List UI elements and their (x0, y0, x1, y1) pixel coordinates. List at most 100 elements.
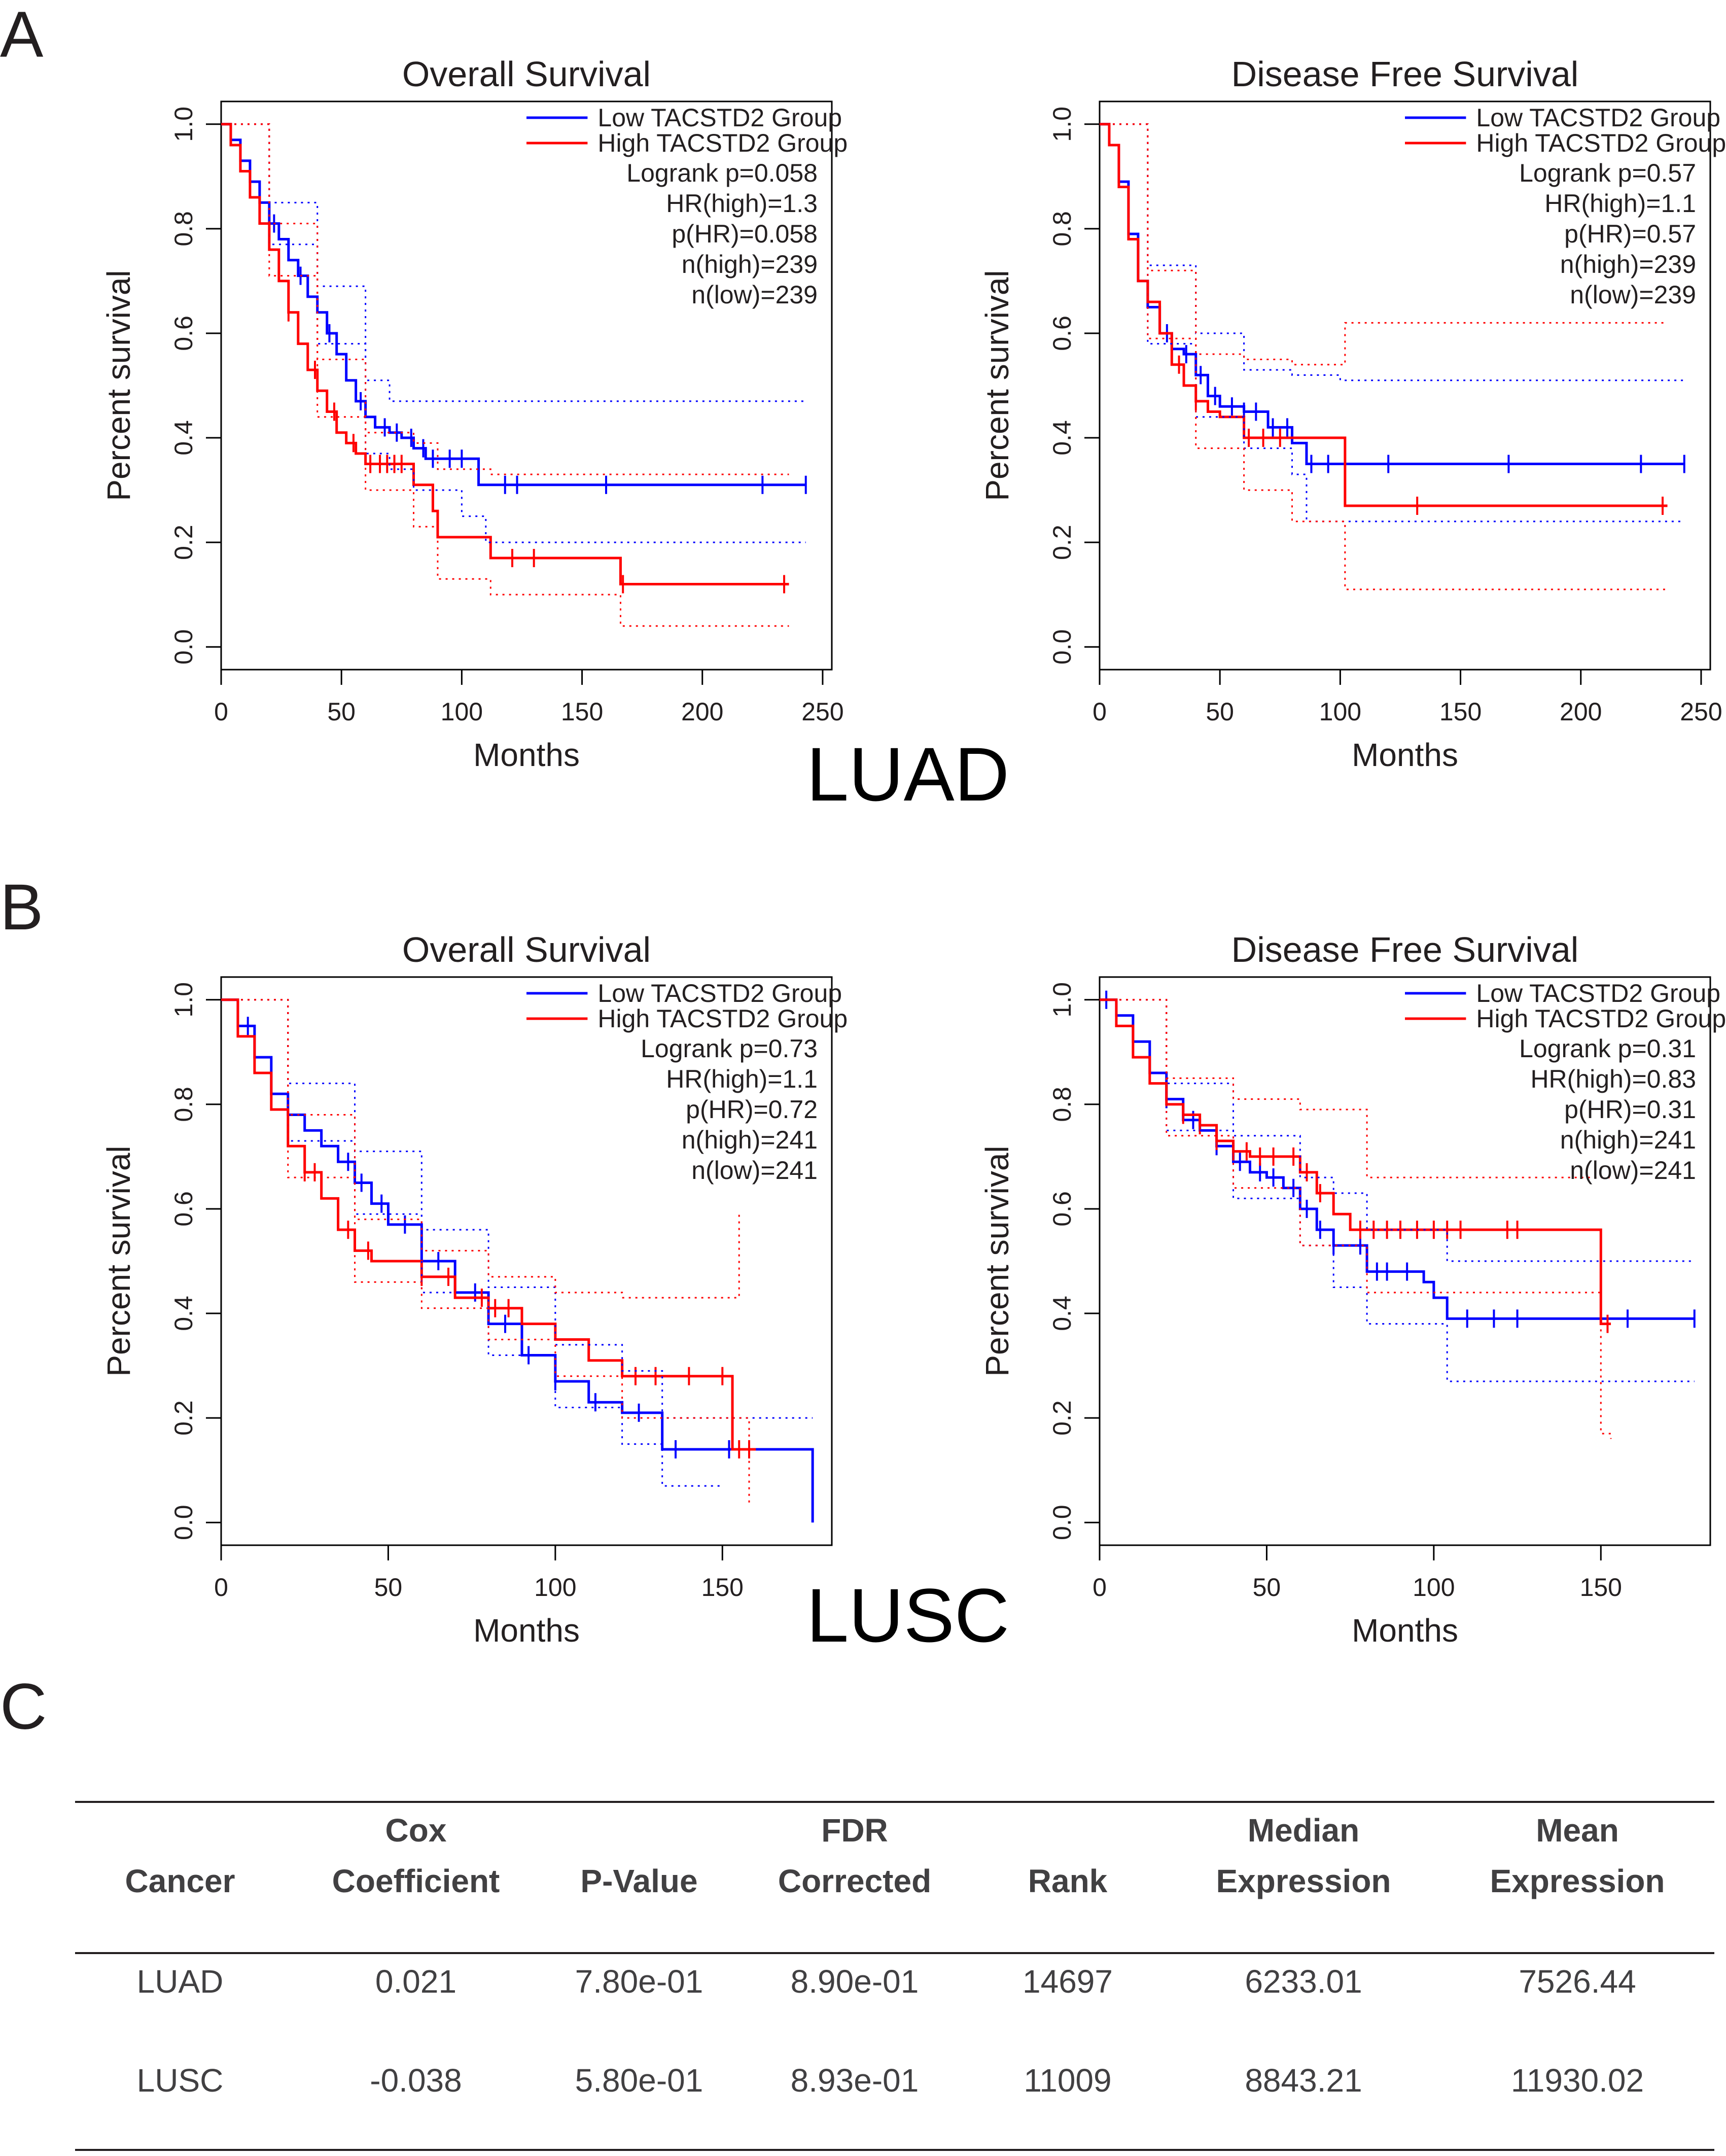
x-tick-label: 0 (1093, 698, 1107, 726)
stat-line: Logrank p=0.73 (641, 1034, 818, 1063)
plot-frame (220, 976, 833, 1546)
table-header-cell: Rank (1028, 1863, 1108, 1899)
survival-curve-low (221, 123, 806, 486)
y-tick-label: 0.6 (169, 316, 198, 351)
y-tick-label: 0.0 (1048, 1505, 1076, 1540)
y-tick-label: 0.0 (169, 1505, 198, 1540)
y-tick-label: 0.6 (169, 1191, 198, 1227)
confidence-band-low-ci-lower (221, 999, 723, 1487)
lusc-disease-free-survival-plot: Disease Free Survival 0 50 100 150 Months 0.0 0… (979, 930, 1726, 1649)
stat-line: n(low)=239 (1570, 281, 1696, 309)
x-axis-label: Months (473, 737, 580, 773)
x-axis-label: Months (1352, 1612, 1458, 1649)
panel-letter-b: B (0, 871, 43, 944)
confidence-band-low-ci-lower (221, 123, 806, 543)
x-tick-label: 100 (534, 1573, 576, 1602)
legend-label-low: Low TACSTD2 Group (1476, 979, 1720, 1007)
y-tick-label: 0.8 (169, 211, 198, 247)
x-tick-label: 100 (1413, 1573, 1455, 1602)
table-cell: 11009 (1024, 2062, 1111, 2099)
y-tick-label: 1.0 (1048, 982, 1076, 1018)
plot-frame (1099, 976, 1711, 1546)
confidence-band-high-ci-lower (221, 999, 750, 1507)
table-cell: 8.90e-01 (791, 1963, 919, 2000)
table-header-cell: Cox (385, 1812, 447, 1849)
x-tick-label: 100 (441, 698, 483, 726)
cox-table: Cancer Cox Coefficient P-Value FDR Corrected R… (75, 1801, 1714, 2151)
legend-label-high: High TACSTD2 Group (1476, 1004, 1726, 1033)
y-axis-label: Percent survival (100, 1145, 137, 1376)
stat-line: p(HR)=0.058 (672, 220, 818, 248)
plot-frame (220, 100, 833, 671)
legend-label-low: Low TACSTD2 Group (597, 103, 842, 132)
x-tick-label: 250 (801, 698, 843, 726)
table-cell: -0.038 (370, 2062, 462, 2099)
y-tick-label: 0.8 (169, 1087, 198, 1122)
plot-title: Disease Free Survival (1231, 54, 1579, 94)
survival-curve-high (221, 998, 756, 1451)
y-tick-label: 0.2 (169, 1400, 198, 1436)
stat-line: p(HR)=0.72 (686, 1095, 818, 1124)
stat-line: HR(high)=1.1 (1544, 189, 1696, 218)
table-cell: 14697 (1023, 1963, 1113, 2000)
table-header-cell: FDR (821, 1812, 888, 1849)
y-tick-label: 0.4 (1048, 1296, 1076, 1331)
stat-line: Logrank p=0.31 (1519, 1034, 1696, 1063)
lusc-overall-survival-plot: Overall Survival 0 50 100 150 Months 0.0 0.2 0.4… (100, 930, 848, 1649)
y-axis-label: Percent survival (100, 270, 137, 501)
stat-line: n(low)=241 (1570, 1156, 1696, 1185)
table-cell: LUSC (137, 2062, 224, 2099)
table-cell: 11930.02 (1511, 2062, 1644, 2099)
survival-curve-high (221, 123, 789, 586)
table-header-cell: Mean (1536, 1812, 1619, 1849)
x-axis-label: Months (1352, 737, 1458, 773)
table-cell: LUAD (137, 1963, 224, 2000)
x-axis-label: Months (473, 1612, 580, 1649)
panel-letter-c: C (0, 1671, 47, 1743)
x-tick-label: 200 (1560, 698, 1602, 726)
plot-frame (1099, 100, 1711, 671)
table-cell: 7526.44 (1519, 1963, 1636, 2000)
table-header-cell: Corrected (778, 1863, 931, 1899)
luad-overall-survival-plot: Overall Survival 0 50 100 150 200 250 Months 0.0… (100, 54, 848, 773)
table-cells: Cancer Cox Coefficient P-Value FDR Corrected R… (125, 1812, 1665, 2099)
legend-label-low: Low TACSTD2 Group (1476, 103, 1720, 132)
y-tick-label: 0.0 (1048, 629, 1076, 665)
x-tick-label: 200 (681, 698, 723, 726)
stat-line: n(low)=239 (691, 281, 818, 309)
x-tick-label: 50 (374, 1573, 403, 1602)
table-header-cell: Coefficient (332, 1863, 500, 1899)
y-tick-label: 0.2 (1048, 1400, 1076, 1436)
table-header-cell: Cancer (125, 1863, 235, 1899)
legend-label-high: High TACSTD2 Group (1476, 129, 1726, 157)
table-header-cell: Median (1248, 1812, 1359, 1849)
luad-label: LUAD (806, 732, 1009, 817)
y-axis-label: Percent survival (979, 270, 1015, 501)
table-cell: 0.021 (375, 1963, 456, 2000)
plot-title: Overall Survival (402, 54, 651, 94)
stat-line: n(high)=239 (1560, 250, 1696, 279)
luad-disease-free-survival-plot: Disease Free Survival 0 50 100 150 200 250 Mont… (979, 54, 1726, 773)
y-tick-label: 0.2 (169, 525, 198, 560)
confidence-band-high-ci-lower (1100, 123, 1668, 590)
stat-line: n(high)=241 (1560, 1126, 1696, 1154)
stat-line: p(HR)=0.57 (1564, 220, 1696, 248)
plot-title: Overall Survival (402, 930, 651, 969)
table-cell: 5.80e-01 (575, 2062, 703, 2099)
stat-line: HR(high)=0.83 (1530, 1065, 1696, 1093)
stat-line: Logrank p=0.058 (626, 159, 818, 187)
x-tick-label: 150 (1580, 1573, 1622, 1602)
y-tick-label: 0.4 (1048, 420, 1076, 456)
stat-line: Logrank p=0.57 (1519, 159, 1696, 187)
x-tick-label: 100 (1319, 698, 1361, 726)
x-tick-label: 0 (1093, 1573, 1107, 1602)
y-tick-label: 0.8 (1048, 1087, 1076, 1122)
y-tick-label: 0.2 (1048, 525, 1076, 560)
survival-curve-low (1100, 998, 1695, 1320)
x-tick-label: 0 (214, 1573, 228, 1602)
x-tick-label: 50 (1253, 1573, 1281, 1602)
y-tick-label: 1.0 (169, 107, 198, 142)
stat-line: HR(high)=1.1 (666, 1065, 818, 1093)
y-tick-label: 0.0 (169, 629, 198, 665)
